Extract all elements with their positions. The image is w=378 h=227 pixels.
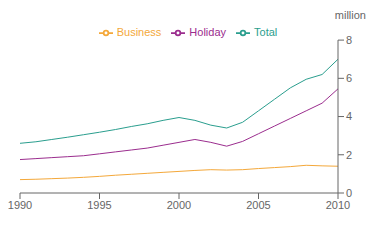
html-text:Total: Total bbox=[254, 26, 278, 38]
html-text:Holiday: Holiday bbox=[189, 26, 226, 38]
html-text:Business: Business bbox=[116, 26, 162, 38]
svg-text:2: 2 bbox=[346, 149, 352, 161]
svg-text:1990: 1990 bbox=[8, 199, 32, 211]
svg-text:2005: 2005 bbox=[246, 199, 270, 211]
svg-text:1995: 1995 bbox=[87, 199, 111, 211]
html-text:million: million bbox=[334, 9, 366, 21]
svg-text:2000: 2000 bbox=[167, 199, 191, 211]
svg-text:0: 0 bbox=[346, 187, 352, 199]
svg-text:8: 8 bbox=[346, 34, 352, 46]
svg-text:6: 6 bbox=[346, 72, 352, 84]
svg-text:2010: 2010 bbox=[326, 199, 350, 211]
svg-text:4: 4 bbox=[346, 110, 352, 122]
